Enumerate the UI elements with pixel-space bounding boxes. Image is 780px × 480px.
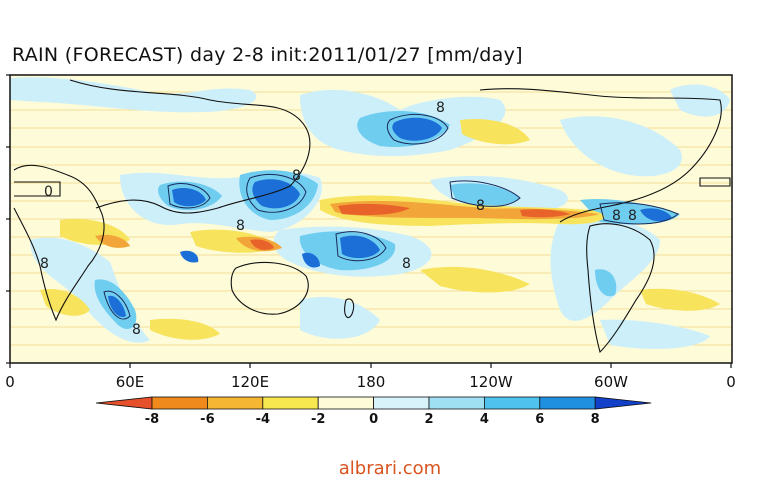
contour-label: 8 [436,100,445,116]
colorbar [95,396,652,410]
colorbar-label: 0 [369,412,378,427]
y-axis-ticks [6,74,10,364]
colorbar-label: 6 [535,412,544,427]
x-tick-label: 120E [231,373,269,391]
colorbar-arrow-left [95,396,153,410]
colorbar-label: -6 [200,412,214,427]
positive-anomaly-strong [108,117,672,318]
colorbar-segment [317,396,375,410]
x-tick-label: 60E [116,373,145,391]
colorbar-segment [373,396,430,410]
contour-label: 8 [292,168,301,184]
chart-title: RAIN (FORECAST) day 2-8 init:2011/01/27 … [12,44,523,66]
x-tick-label: 180 [357,373,386,391]
colorbar-label: 4 [480,412,489,427]
colorbar-segment [262,396,319,410]
forecast-map: 8 8 8 8 8 8 8 8 8 0 0 60E 120E 180 120W … [5,74,736,427]
contour-label: 8 [628,208,637,224]
negative-anomaly-strong [250,203,570,250]
contour-labels: 8 8 8 8 8 8 8 8 8 0 [40,100,637,338]
colorbar-label: 2 [424,412,433,427]
x-tick-label: 120W [469,373,513,391]
watermark-text: albrari.com [338,458,442,479]
contour-lines [103,114,679,320]
colorbar-segment [206,396,264,410]
contour-label: 0 [44,184,53,200]
contour-label: 8 [612,208,621,224]
x-axis-labels: 0 60E 120E 180 120W 60W 0 [5,373,736,391]
colorbar-label: -2 [311,412,325,427]
colorbar-segment [539,396,596,410]
colorbar-label: 8 [591,412,600,427]
colorbar-segment [428,396,485,410]
x-axis-ticks [9,363,732,368]
contour-label: 8 [236,218,245,234]
colorbar-labels: -8 -6 -4 -2 0 2 4 6 8 [145,412,600,427]
colorbar-label: -4 [256,412,270,427]
colorbar-label: -8 [145,412,159,427]
x-tick-label: 0 [726,373,736,391]
contour-label: 8 [402,256,411,272]
contour-label: 8 [132,322,141,338]
colorbar-segment [483,396,541,410]
contour-label: 8 [476,198,485,214]
colorbar-segment [151,396,208,410]
contour-label: 8 [40,256,49,272]
x-tick-label: 0 [5,373,15,391]
colorbar-arrow-right [594,396,652,410]
x-tick-label: 60W [594,373,628,391]
coastlines [13,79,731,354]
